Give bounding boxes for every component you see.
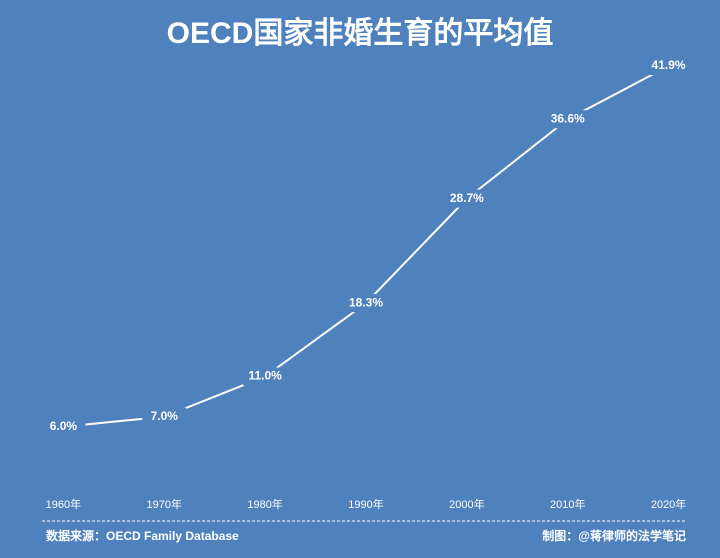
source: 数据来源：OECD Family Database: [46, 528, 239, 543]
label-backing: [243, 367, 288, 386]
x-tick-label: 2010年: [550, 497, 585, 511]
value-label: 6.0%: [50, 419, 78, 433]
value-label: 7.0%: [151, 409, 179, 423]
x-tick-label: 1980年: [247, 497, 282, 511]
value-label: 36.6%: [551, 111, 585, 125]
label-backing: [344, 294, 388, 313]
label-backing: [41, 417, 86, 436]
x-tick-label: 2000年: [449, 497, 484, 511]
value-label: 41.9%: [652, 58, 686, 72]
label-backing: [646, 57, 691, 75]
value-label: 11.0%: [248, 369, 282, 383]
value-label: 18.3%: [349, 295, 383, 309]
label-backing: [444, 189, 489, 208]
x-tick-label: 1970年: [147, 497, 182, 511]
label-backing: [545, 110, 590, 129]
x-tick-label: 2020年: [651, 497, 686, 511]
value-label: 28.7%: [450, 191, 484, 205]
chart-title: OECD国家非婚生育的平均值: [167, 16, 554, 50]
label-backing: [142, 407, 187, 426]
credit: 制图：@蒋律师的法学笔记: [542, 528, 686, 543]
x-tick-label: 1960年: [46, 497, 81, 511]
x-tick-label: 1990年: [348, 497, 383, 511]
